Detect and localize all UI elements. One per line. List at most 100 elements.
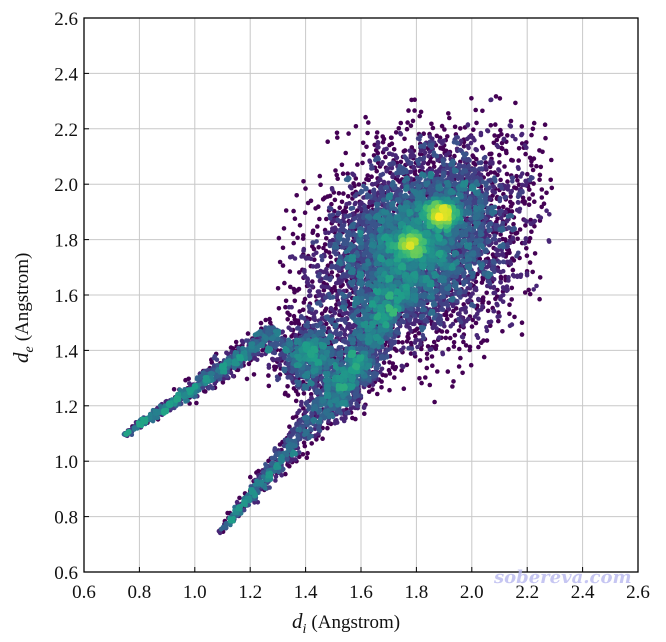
data-point xyxy=(329,265,334,270)
data-point xyxy=(504,242,510,247)
data-point xyxy=(327,277,333,283)
data-point xyxy=(465,122,471,127)
data-point xyxy=(411,166,417,171)
data-point xyxy=(485,128,491,134)
data-point xyxy=(537,172,543,178)
data-point xyxy=(461,280,467,285)
data-point xyxy=(336,350,342,356)
data-point xyxy=(380,134,386,139)
data-point xyxy=(404,157,410,163)
data-point xyxy=(394,190,399,195)
data-point xyxy=(446,111,451,116)
data-point xyxy=(328,254,333,260)
data-point xyxy=(411,321,417,327)
data-point xyxy=(457,346,462,352)
data-point xyxy=(419,307,425,313)
data-point xyxy=(417,358,423,363)
data-point xyxy=(306,255,312,261)
data-point xyxy=(327,205,332,210)
data-point xyxy=(480,146,486,151)
data-point xyxy=(426,153,431,159)
data-point xyxy=(498,269,504,275)
data-point xyxy=(467,195,472,201)
data-point xyxy=(409,97,414,103)
data-point xyxy=(480,295,486,300)
data-point xyxy=(359,245,365,251)
data-point xyxy=(491,260,497,265)
data-point xyxy=(527,260,533,265)
data-point xyxy=(422,150,428,156)
data-point xyxy=(320,197,326,202)
data-point xyxy=(515,178,520,183)
data-point xyxy=(469,324,475,329)
data-point xyxy=(444,329,450,334)
data-point xyxy=(239,338,245,344)
data-point xyxy=(446,151,452,156)
data-point xyxy=(412,350,417,356)
data-point xyxy=(372,221,378,227)
data-point xyxy=(373,156,379,161)
data-point xyxy=(452,180,458,186)
data-point xyxy=(273,345,278,350)
data-point xyxy=(330,294,336,300)
data-point xyxy=(494,137,500,143)
data-point xyxy=(491,308,496,314)
data-point xyxy=(404,362,410,368)
data-point xyxy=(524,246,529,251)
data-point xyxy=(315,323,320,329)
data-point xyxy=(516,146,522,151)
data-point xyxy=(440,173,446,179)
data-point xyxy=(311,399,317,405)
data-point xyxy=(423,375,428,380)
data-point xyxy=(538,164,544,170)
data-point xyxy=(345,171,351,176)
data-point xyxy=(498,279,503,285)
data-point xyxy=(513,186,519,191)
data-point xyxy=(332,310,338,316)
data-point xyxy=(439,307,444,312)
data-point xyxy=(433,169,439,174)
data-point xyxy=(500,292,506,298)
data-point xyxy=(343,272,349,277)
data-point xyxy=(484,181,489,186)
data-point xyxy=(453,173,458,178)
data-point xyxy=(352,201,358,207)
data-point xyxy=(473,147,479,152)
data-point xyxy=(507,123,513,128)
data-point xyxy=(463,169,469,174)
data-point xyxy=(520,171,525,176)
data-point xyxy=(484,328,490,334)
data-point xyxy=(374,372,379,377)
data-point xyxy=(513,100,518,106)
data-point xyxy=(431,339,437,345)
data-point xyxy=(532,199,537,204)
data-point xyxy=(549,185,555,191)
data-point xyxy=(318,182,323,188)
data-point xyxy=(462,152,467,158)
data-point xyxy=(334,172,340,178)
data-point xyxy=(345,194,351,199)
data-point xyxy=(393,364,399,370)
data-point xyxy=(360,140,366,146)
data-point xyxy=(387,371,393,376)
data-point xyxy=(406,108,411,113)
data-point xyxy=(401,149,407,154)
data-point xyxy=(522,241,528,246)
data-point xyxy=(319,257,325,263)
data-point xyxy=(444,316,450,322)
data-point xyxy=(513,136,518,142)
data-point xyxy=(465,199,470,205)
data-point xyxy=(418,341,423,347)
data-point xyxy=(268,320,273,326)
data-point xyxy=(527,235,533,241)
data-point xyxy=(429,354,435,359)
data-point xyxy=(507,311,512,317)
data-point xyxy=(291,240,297,246)
data-point xyxy=(424,356,430,361)
data-point xyxy=(385,347,390,353)
data-point xyxy=(447,335,453,341)
data-point xyxy=(329,228,335,234)
data-point xyxy=(468,134,474,139)
data-point xyxy=(531,120,537,126)
data-point xyxy=(452,153,457,159)
